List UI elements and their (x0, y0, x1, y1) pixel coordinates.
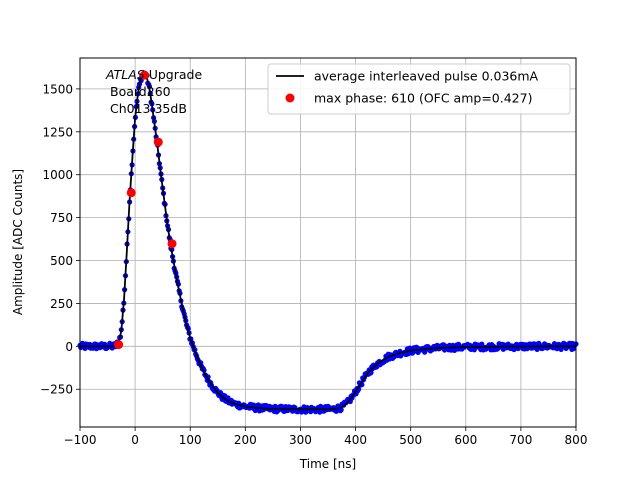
y-tick-label: 1250 (42, 125, 73, 139)
max-phase-point (153, 137, 163, 147)
annotation-atlas: ATLAS (105, 67, 145, 82)
plot-area (77, 70, 579, 415)
y-tick-label: 1000 (42, 168, 73, 182)
y-tick-label: 0 (65, 340, 73, 354)
axes-frame (79, 57, 577, 428)
atlas-annotation: ATLAS Upgrade Board260 Ch013 35dB (105, 67, 202, 116)
y-tick-label: −250 (40, 383, 73, 397)
measured-samples (77, 70, 579, 415)
y-tick-label: 500 (50, 254, 73, 268)
y-axis-ticks: −250 0 250 500 750 1000 1250 1500 (40, 82, 80, 397)
legend-entry-max-phase: max phase: 610 (OFC amp=0.427) (314, 91, 532, 106)
x-tick-label: 200 (234, 433, 257, 447)
legend-box (267, 63, 571, 115)
x-axis-label: Time [ns] (299, 457, 356, 471)
x-tick-label: 600 (454, 433, 477, 447)
max-phase-point (139, 70, 149, 80)
x-tick-label: 800 (565, 433, 588, 447)
annotation-upgrade: Upgrade (145, 67, 203, 82)
annotation-board: Board260 (110, 84, 171, 99)
x-tick-label: 100 (179, 433, 202, 447)
y-tick-label: 750 (50, 211, 73, 225)
x-tick-label: 700 (509, 433, 532, 447)
annotation-line1: ATLAS Upgrade (105, 67, 202, 82)
legend: average interleaved pulse 0.036mA max ph… (267, 63, 571, 115)
legend-marker-swatch (285, 93, 295, 103)
annotation-channel: Ch013 35dB (110, 101, 187, 116)
x-tick-label: −100 (64, 433, 97, 447)
x-axis-ticks: −100 0 100 200 300 400 500 600 700 800 (64, 427, 588, 447)
max-phase-point (114, 340, 124, 350)
max-phase-point (126, 188, 136, 198)
max-phase-point (167, 239, 177, 249)
x-tick-label: 400 (344, 433, 367, 447)
x-tick-label: 0 (131, 433, 139, 447)
x-tick-label: 500 (399, 433, 422, 447)
x-tick-label: 300 (289, 433, 312, 447)
y-axis-label: Amplitude [ADC Counts] (11, 169, 25, 315)
y-tick-label: 250 (50, 297, 73, 311)
legend-entry-pulse: average interleaved pulse 0.036mA (314, 69, 539, 84)
average-pulse-line (80, 72, 576, 411)
y-tick-label: 1500 (42, 82, 73, 96)
